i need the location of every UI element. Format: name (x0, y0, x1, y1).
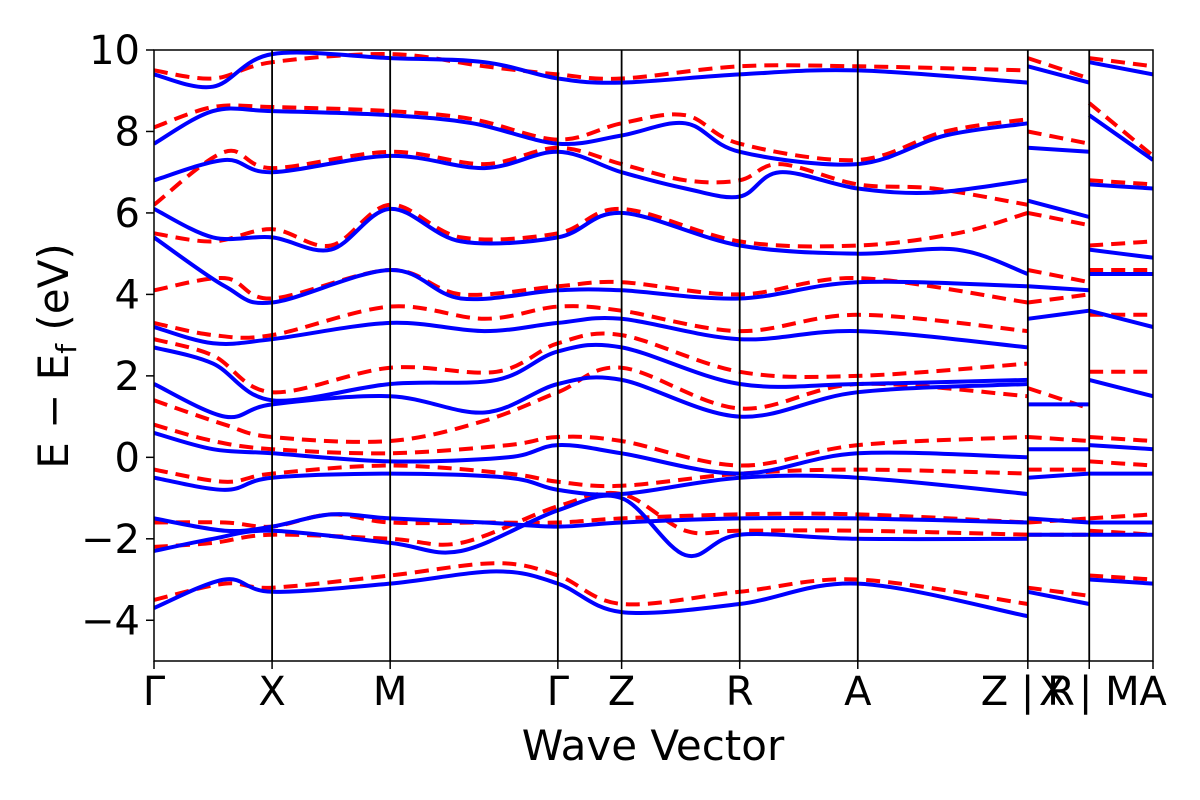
band-line-series-2-17 (1027, 284, 1090, 293)
y-axis-label-unit: (eV) (29, 243, 78, 344)
x-tick-label: X | M (1039, 669, 1140, 715)
bands-layer (154, 50, 1153, 619)
x-tick-label: Z | R (981, 669, 1075, 715)
band-line-series-1-35 (1089, 528, 1153, 537)
x-tick-label: Γ (143, 669, 166, 715)
band-line-series-2-2 (154, 106, 1029, 167)
band-line-series-2-13 (154, 569, 1029, 619)
band-line-series-1-3 (154, 145, 1029, 207)
band-line-series-1-10 (154, 463, 1028, 489)
x-tick-label: X (258, 669, 285, 715)
plot-frame (153, 49, 1154, 662)
band-line-series-1-19 (1027, 386, 1090, 411)
x-tick-label: Γ (547, 669, 570, 715)
band-line-series-1-15 (1027, 129, 1090, 146)
band-line-series-1-24 (1027, 585, 1090, 598)
x-tick-label: M (373, 669, 408, 715)
band-line-series-2-7 (154, 342, 1028, 403)
band-line-series-2-3 (154, 149, 1029, 200)
y-tick-label: 4 (115, 272, 140, 318)
band-line-series-2-5 (154, 235, 1028, 306)
band-line-series-2-14 (1027, 64, 1090, 85)
band-line-series-2-36 (1089, 577, 1153, 586)
y-axis-label-main: E − E (29, 354, 78, 469)
band-line-series-2-30 (1088, 308, 1153, 329)
band-line-series-1-7 (154, 331, 1028, 395)
x-tick-label: Z (608, 669, 635, 715)
y-tick-label: 2 (115, 354, 140, 400)
band-line-series-1-5 (154, 267, 1029, 305)
y-tick-label: 8 (115, 109, 140, 155)
band-line-series-2-22 (1027, 516, 1090, 525)
band-line-series-2-6 (154, 315, 1028, 350)
band-line-series-2-24 (1027, 589, 1090, 606)
kpoint-lines-layer (271, 50, 1091, 661)
x-tick-label: R (726, 669, 754, 715)
band-line-series-1-36 (1089, 573, 1153, 582)
band-line-series-1-14 (1027, 56, 1090, 81)
band-line-series-2-27 (1089, 182, 1153, 191)
y-tick-label: −2 (81, 517, 140, 563)
band-line-series-2-25 (1088, 60, 1153, 77)
band-line-series-1-9 (154, 422, 1028, 468)
band-line-series-2-11 (154, 512, 1028, 534)
y-tick-label: −4 (81, 598, 140, 644)
band-line-series-1-13 (154, 561, 1029, 607)
band-line-series-1-25 (1088, 56, 1153, 69)
y-axis-label: E − Ef (eV) (29, 243, 83, 469)
band-line-series-2-31 (1088, 377, 1153, 399)
band-line-series-2-21 (1027, 471, 1090, 480)
band-line-series-1-20 (1027, 435, 1090, 443)
y-axis-label-subscript: f (50, 343, 83, 354)
band-line-series-2-32 (1089, 443, 1153, 452)
band-line-series-2-18 (1027, 308, 1090, 321)
band-line-series-2-10 (154, 471, 1028, 497)
band-line-series-1-4 (154, 202, 1029, 249)
band-line-series-1-17 (1027, 268, 1090, 285)
x-tick-label: A (844, 669, 872, 715)
band-line-series-1-28 (1089, 239, 1153, 248)
band-line-series-1-34 (1089, 512, 1153, 521)
band-line-series-1-1 (154, 52, 1028, 81)
y-tick-label: 6 (115, 191, 140, 237)
band-line-series-1-6 (154, 304, 1028, 340)
band-line-series-1-27 (1089, 178, 1153, 187)
band-line-series-2-26 (1088, 113, 1153, 162)
band-line-series-1-2 (154, 103, 1029, 163)
y-ticks-layer: −4 −2 0 2 4 6 8 10 (81, 28, 154, 644)
band-line-series-1-32 (1089, 435, 1153, 443)
band-line-series-2-8 (154, 375, 1028, 420)
x-tick-label: A (1139, 669, 1167, 715)
band-line-series-1-18 (1027, 292, 1090, 305)
y-tick-label: 0 (115, 435, 140, 481)
band-line-series-2-15 (1027, 145, 1090, 154)
x-axis-label: Wave Vector (522, 721, 785, 770)
band-line-series-1-16 (1027, 210, 1090, 228)
band-line-series-2-1 (154, 50, 1028, 90)
band-line-series-2-16 (1027, 198, 1090, 219)
band-line-series-1-33 (1089, 459, 1153, 468)
band-line-series-2-28 (1088, 247, 1153, 260)
band-line-series-1-26 (1087, 101, 1153, 158)
y-tick-label: 10 (89, 28, 140, 74)
